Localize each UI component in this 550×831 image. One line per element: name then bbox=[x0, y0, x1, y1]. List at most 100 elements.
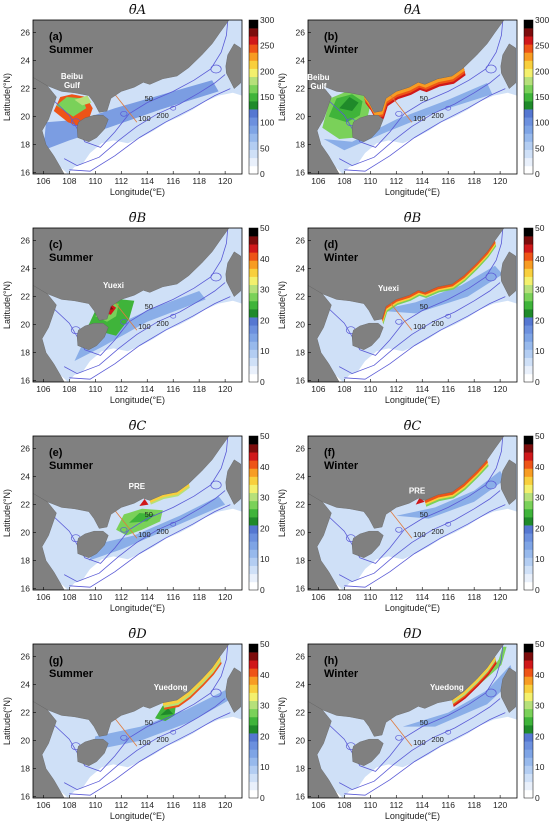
x-tick-label: 120 bbox=[493, 800, 507, 810]
colorbar-swatch bbox=[249, 773, 258, 783]
y-tick-label: 18 bbox=[21, 556, 31, 566]
isobath-50 bbox=[49, 645, 229, 772]
colorbar-tick-label: 0 bbox=[535, 585, 540, 595]
y-tick-label: 24 bbox=[296, 264, 306, 274]
isobath-ring-2 bbox=[445, 729, 452, 735]
y-axis-label: Latitude(°N) bbox=[277, 489, 287, 537]
contour-label-2: 200 bbox=[156, 527, 169, 536]
y-tick-label: 18 bbox=[296, 140, 306, 150]
taiwan-island bbox=[500, 667, 516, 713]
colorbar-swatch bbox=[524, 44, 533, 53]
contour-label-0: 50 bbox=[145, 718, 153, 727]
season-label: Winter bbox=[324, 668, 359, 680]
colorbar-swatch bbox=[524, 773, 533, 783]
section-line bbox=[389, 509, 413, 539]
taiwan-island bbox=[225, 43, 241, 89]
colorbar-tick-label: 40 bbox=[260, 254, 270, 264]
x-tick-label: 106 bbox=[36, 800, 50, 810]
colorbar-swatch bbox=[524, 349, 533, 358]
hainan-island bbox=[76, 323, 109, 351]
isobath-100 bbox=[64, 282, 226, 375]
colorbar-tick-label: 30 bbox=[535, 701, 545, 711]
hainan-island bbox=[351, 531, 384, 559]
taiwan-island bbox=[225, 459, 241, 505]
colorbar-swatch bbox=[524, 141, 533, 150]
colorbar-swatch bbox=[249, 789, 258, 799]
colorbar-swatch bbox=[524, 333, 533, 342]
colorbar-swatch bbox=[524, 644, 533, 653]
contour-label-1: 100 bbox=[138, 530, 151, 539]
y-tick-label: 26 bbox=[296, 236, 306, 246]
x-tick-label: 108 bbox=[337, 800, 351, 810]
y-tick-label: 24 bbox=[21, 56, 31, 66]
place-label: Gulf bbox=[64, 81, 80, 90]
taiwan-island bbox=[225, 251, 241, 297]
hainan-island bbox=[351, 323, 384, 351]
colorbar-tick-label: 200 bbox=[260, 66, 274, 76]
y-tick-label: 16 bbox=[21, 376, 31, 386]
hainan-island bbox=[76, 115, 109, 143]
colorbar-swatch bbox=[249, 725, 258, 734]
colorbar-swatch bbox=[249, 533, 258, 542]
isobath-100 bbox=[339, 698, 501, 791]
colorbar-swatch bbox=[524, 573, 533, 583]
x-tick-label: 106 bbox=[311, 384, 325, 394]
colorbar-swatch bbox=[524, 252, 533, 261]
y-axis-label: Latitude(°N) bbox=[2, 281, 12, 329]
y-tick-label: 16 bbox=[296, 168, 306, 178]
colorbar-swatch bbox=[249, 125, 258, 134]
colorbar-swatch bbox=[249, 692, 258, 702]
colorbar-swatch bbox=[524, 741, 533, 750]
contour-label-1: 100 bbox=[413, 322, 426, 331]
x-tick-label: 112 bbox=[114, 384, 128, 394]
map-panel-c: 50 100 200 106 108 110 112 114 116 118 120 16 18 20 22… bbox=[0, 208, 275, 415]
colorbar-frame bbox=[248, 227, 259, 383]
y-tick-label: 22 bbox=[21, 708, 31, 718]
x-axis-label: Longitude(°E) bbox=[385, 187, 440, 197]
colorbar-swatch bbox=[249, 60, 258, 69]
colorbar-swatch bbox=[249, 357, 258, 367]
hainan-island bbox=[76, 739, 109, 767]
contour-label-2: 200 bbox=[156, 319, 169, 328]
colorbar-tick-label: 0 bbox=[260, 793, 265, 803]
colorbar-swatch bbox=[524, 692, 533, 702]
colorbar-tick-label: 40 bbox=[535, 670, 545, 680]
x-tick-label: 106 bbox=[311, 592, 325, 602]
map-frame bbox=[32, 227, 243, 383]
colorbar-swatch bbox=[249, 325, 258, 334]
colorbar-swatch bbox=[524, 60, 533, 69]
colorbar-swatch bbox=[524, 68, 533, 78]
contour-label-2: 200 bbox=[431, 735, 444, 744]
y-tick-label: 20 bbox=[296, 528, 306, 538]
x-axis-label: Longitude(°E) bbox=[110, 395, 165, 405]
colorbar-swatch bbox=[524, 500, 533, 510]
y-tick-label: 20 bbox=[21, 112, 31, 122]
colorbar-tick-label: 30 bbox=[535, 493, 545, 503]
x-tick-label: 110 bbox=[364, 384, 378, 394]
isobath-ring-1 bbox=[120, 318, 128, 325]
y-tick-label: 20 bbox=[296, 736, 306, 746]
isobath-200 bbox=[69, 296, 231, 380]
isobath-200 bbox=[344, 88, 506, 172]
y-tick-label: 16 bbox=[296, 792, 306, 802]
colorbar-swatch bbox=[249, 668, 258, 677]
colorbar-swatch bbox=[524, 700, 533, 710]
map-panel-d: 50 100 200 106 108 110 112 114 116 118 120 16 18 20 22… bbox=[275, 208, 550, 415]
colorbar-swatch bbox=[249, 109, 258, 118]
concentration-zone-0 bbox=[479, 646, 507, 685]
y-tick-label: 24 bbox=[296, 680, 306, 690]
colorbar-swatch bbox=[249, 117, 258, 126]
china-land bbox=[308, 228, 517, 321]
y-axis-label: Latitude(°N) bbox=[2, 697, 12, 745]
colorbar-frame bbox=[523, 643, 534, 799]
y-tick-label: 24 bbox=[296, 472, 306, 482]
x-tick-label: 118 bbox=[467, 592, 481, 602]
season-label: Winter bbox=[324, 460, 359, 472]
isobath-ring-1 bbox=[395, 734, 403, 741]
x-tick-label: 120 bbox=[218, 800, 232, 810]
isobath-ring-1 bbox=[395, 526, 403, 533]
isobath-200 bbox=[69, 88, 231, 172]
x-tick-label: 114 bbox=[415, 800, 429, 810]
